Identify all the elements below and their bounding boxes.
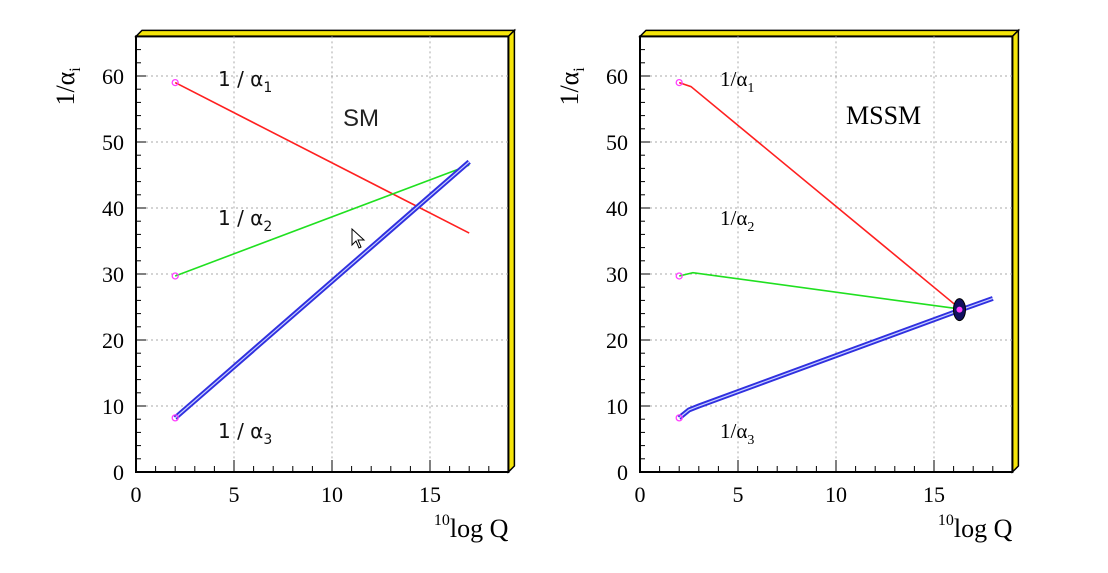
start-marker xyxy=(675,272,683,280)
start-marker xyxy=(171,414,179,422)
y-axis-label: 1/αi xyxy=(555,67,588,106)
y-tick-label: 10 xyxy=(606,394,628,419)
x-axis-label: 10log Q xyxy=(434,512,509,543)
x-tick-label: 10 xyxy=(321,482,343,507)
series-line-inner xyxy=(678,297,994,419)
x-tick-label: 5 xyxy=(733,482,744,507)
series-line-alpha2 xyxy=(174,164,470,277)
y-axis-label: 1/αi xyxy=(51,67,84,106)
x-axis-label: 10log Q xyxy=(938,512,1013,543)
y-tick-label: 10 xyxy=(102,394,124,419)
x-tick-label: 5 xyxy=(229,482,240,507)
series-line-alpha1 xyxy=(174,81,470,234)
y-tick-label: 0 xyxy=(617,460,628,485)
x-tick-label: 0 xyxy=(131,482,142,507)
start-marker xyxy=(675,414,683,422)
series-line-inner xyxy=(174,161,470,419)
chart-title: SM xyxy=(343,105,379,132)
plot-area xyxy=(639,35,1014,474)
start-marker xyxy=(675,78,683,87)
series-line-alpha2 xyxy=(679,271,960,310)
y-tick-label: 40 xyxy=(102,196,124,221)
start-marker xyxy=(171,272,179,280)
chart-title: MSSM xyxy=(846,101,921,130)
series-line-alpha1 xyxy=(678,81,960,309)
start-marker xyxy=(171,78,179,87)
x-tick-label: 0 xyxy=(635,482,646,507)
x-tick-label: 15 xyxy=(419,482,441,507)
y-tick-label: 20 xyxy=(102,328,124,353)
y-tick-label: 60 xyxy=(102,64,124,89)
x-tick-label: 10 xyxy=(825,482,847,507)
y-tick-label: 30 xyxy=(102,262,124,287)
y-tick-label: 20 xyxy=(606,328,628,353)
unification-marker xyxy=(956,306,963,313)
y-tick-label: 50 xyxy=(606,130,628,155)
y-tick-label: 60 xyxy=(606,64,628,89)
y-tick-label: 50 xyxy=(102,130,124,155)
mouse-cursor-icon xyxy=(351,227,366,249)
y-tick-label: 0 xyxy=(113,460,124,485)
y-tick-label: 30 xyxy=(606,262,628,287)
y-tick-label: 40 xyxy=(606,196,628,221)
x-tick-label: 15 xyxy=(923,482,945,507)
